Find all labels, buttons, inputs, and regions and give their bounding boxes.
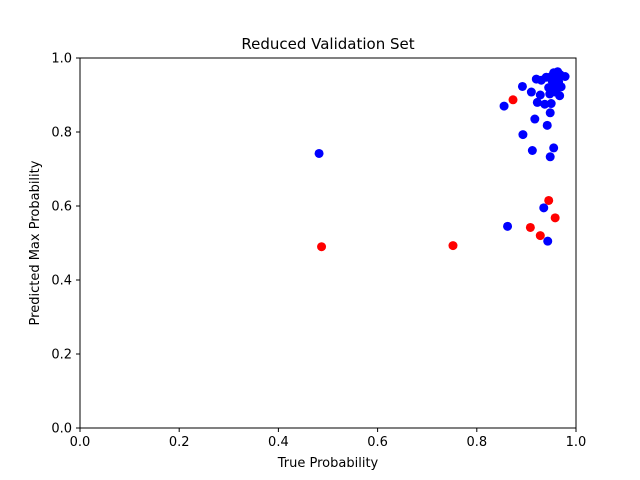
x-tick-label: 0.0 bbox=[70, 435, 91, 450]
red-data-point bbox=[508, 95, 518, 105]
blue-data-point bbox=[545, 152, 555, 162]
blue-data-point bbox=[530, 114, 540, 124]
blue-data-point bbox=[518, 130, 528, 140]
blue-data-point bbox=[517, 81, 527, 91]
x-tick-label: 0.2 bbox=[169, 435, 190, 450]
x-tick-label: 0.6 bbox=[367, 435, 388, 450]
blue-data-point bbox=[556, 82, 566, 92]
y-axis-title: Predicted Max Probability bbox=[28, 160, 43, 325]
y-tick-label: 0.0 bbox=[51, 422, 72, 437]
blue-data-point bbox=[555, 91, 565, 101]
y-tick-label: 0.4 bbox=[51, 274, 72, 289]
x-tick-label: 0.4 bbox=[268, 435, 289, 450]
blue-data-point bbox=[526, 87, 536, 97]
red-data-point bbox=[317, 242, 327, 252]
x-tick-label: 0.8 bbox=[466, 435, 487, 450]
red-data-point bbox=[550, 213, 560, 223]
blue-data-point bbox=[527, 146, 537, 155]
chart-title: Reduced Validation Set bbox=[241, 35, 414, 53]
y-tick-label: 1.0 bbox=[51, 52, 72, 67]
red-data-point bbox=[535, 231, 545, 241]
y-tick-label: 0.8 bbox=[51, 126, 72, 141]
x-axis-ticks: 0.0 0.2 0.4 0.6 0.8 1.0 bbox=[70, 428, 587, 450]
blue-data-point bbox=[535, 90, 545, 100]
blue-data-point bbox=[542, 120, 552, 130]
blue-data-point bbox=[543, 236, 553, 246]
blue-data-point bbox=[546, 99, 556, 109]
blue-data-point bbox=[503, 221, 513, 231]
y-tick-label: 0.6 bbox=[51, 200, 72, 215]
blue-data-point bbox=[560, 72, 570, 81]
blue-data-point bbox=[499, 101, 509, 111]
blue-data-point bbox=[545, 108, 555, 118]
plot-frame bbox=[79, 57, 577, 429]
red-data-point bbox=[448, 241, 458, 251]
red-data-point bbox=[544, 195, 554, 205]
blue-data-point bbox=[314, 148, 324, 158]
data-points bbox=[314, 67, 570, 252]
blue-data-point bbox=[549, 143, 559, 153]
x-axis-title: True Probability bbox=[277, 456, 379, 471]
blue-data-point bbox=[532, 97, 542, 107]
x-tick-label: 1.0 bbox=[566, 435, 587, 450]
red-data-point bbox=[525, 222, 535, 232]
y-axis-ticks: 0.0 0.2 0.4 0.6 0.8 1.0 bbox=[51, 52, 80, 437]
blue-data-point bbox=[539, 203, 549, 213]
y-tick-label: 0.2 bbox=[51, 348, 72, 363]
